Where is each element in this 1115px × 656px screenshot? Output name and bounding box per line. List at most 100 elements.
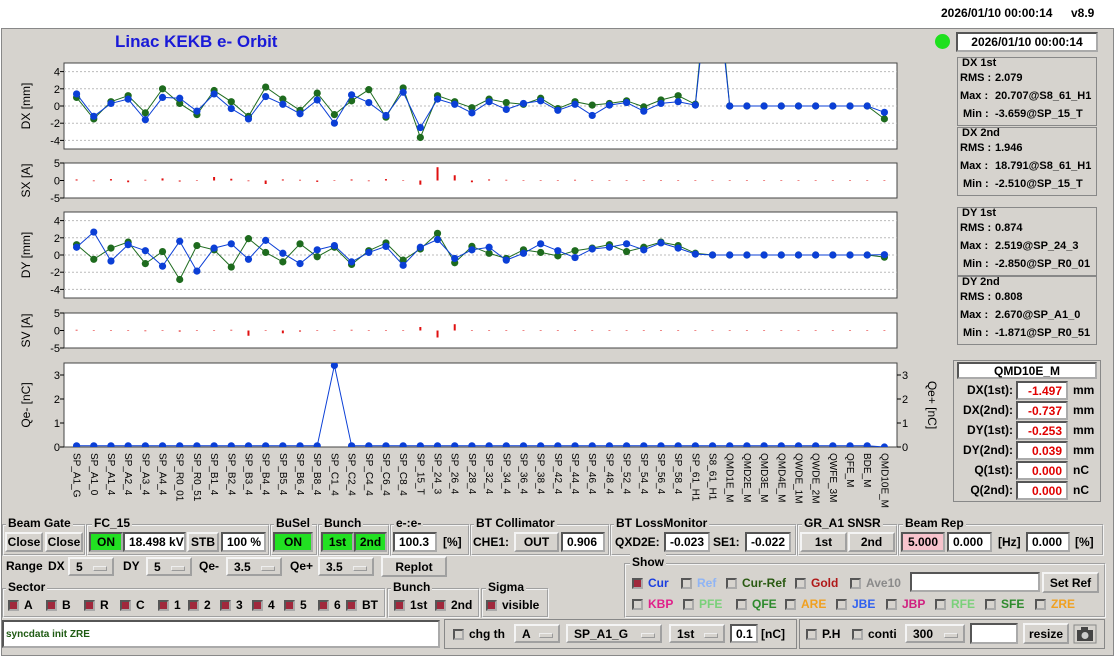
- marker: [657, 99, 665, 108]
- x-tick-label: SP_A2_4: [122, 453, 133, 496]
- marker: [519, 99, 528, 108]
- marker: [502, 256, 510, 264]
- checkbox[interactable]: [188, 600, 199, 611]
- field[interactable]: 100.3: [393, 532, 437, 552]
- field[interactable]: 0.1: [730, 624, 758, 643]
- button[interactable]: resize: [1023, 623, 1069, 644]
- toggle[interactable]: 1st: [321, 532, 354, 552]
- checkbox[interactable]: [985, 599, 996, 610]
- checkbox[interactable]: [84, 600, 95, 611]
- button[interactable]: Set Ref: [1042, 572, 1099, 593]
- group-frame: [387, 588, 480, 618]
- y-tick-label: 0: [54, 176, 60, 188]
- checkbox[interactable]: [681, 578, 692, 589]
- status-time: 2026/01/10 00:00:14: [956, 32, 1098, 52]
- marker: [158, 93, 167, 101]
- button[interactable]: STB: [187, 532, 219, 552]
- marker: [347, 442, 356, 447]
- checkbox[interactable]: [46, 600, 57, 611]
- checkbox[interactable]: [252, 600, 263, 611]
- toggle[interactable]: ON: [273, 532, 313, 552]
- checkbox[interactable]: [435, 600, 446, 611]
- field[interactable]: 5.000: [901, 532, 945, 552]
- checkbox[interactable]: [453, 629, 464, 640]
- dropdown[interactable]: 300: [905, 624, 965, 643]
- field[interactable]: 0.000: [1026, 532, 1070, 552]
- checkbox[interactable]: [795, 578, 806, 589]
- marker: [485, 98, 493, 106]
- checkbox[interactable]: [785, 599, 796, 610]
- marker: [72, 243, 81, 251]
- checkbox[interactable]: [806, 629, 817, 640]
- marker: [674, 244, 682, 252]
- dropdown[interactable]: 5: [68, 557, 114, 576]
- field[interactable]: -0.022: [745, 532, 791, 552]
- field[interactable]: 18.498 kV: [123, 532, 186, 552]
- marker: [107, 442, 115, 447]
- bar: [470, 330, 473, 331]
- status-message: syncdata init ZRE: [6, 628, 90, 640]
- button[interactable]: Close: [45, 532, 83, 552]
- stat-value: 0.874: [995, 222, 1023, 234]
- button[interactable]: OUT: [514, 532, 559, 552]
- marker: [141, 116, 149, 124]
- dropdown[interactable]: SP_A1_G: [566, 624, 662, 643]
- button[interactable]: Close: [5, 532, 43, 552]
- field[interactable]: 0.000: [947, 532, 992, 552]
- checkbox[interactable]: [836, 599, 847, 610]
- button[interactable]: 1st: [800, 532, 847, 552]
- camera-icon[interactable]: [1073, 624, 1097, 644]
- bar: [350, 329, 353, 331]
- marker: [72, 90, 81, 98]
- checkbox[interactable]: [683, 599, 694, 610]
- marker: [176, 99, 184, 108]
- checkbox[interactable]: [8, 600, 19, 611]
- bar: [213, 330, 216, 331]
- toolbar-frame: [444, 619, 797, 649]
- marker: [330, 119, 339, 127]
- checkbox[interactable]: [346, 600, 357, 611]
- checkbox[interactable]: [935, 599, 946, 610]
- marker: [262, 248, 270, 257]
- marker: [777, 442, 785, 447]
- toggle[interactable]: ON: [89, 532, 123, 552]
- field[interactable]: 100 %: [221, 532, 266, 552]
- checkbox[interactable]: [158, 600, 169, 611]
- dropdown[interactable]: 5: [146, 557, 192, 576]
- marker: [468, 442, 476, 447]
- dropdown[interactable]: 1st: [669, 624, 725, 643]
- checkbox[interactable]: [736, 599, 747, 610]
- checkbox[interactable]: [120, 600, 131, 611]
- checkbox[interactable]: [886, 599, 897, 610]
- checkbox[interactable]: [284, 600, 295, 611]
- checkbox[interactable]: [486, 600, 497, 611]
- button[interactable]: Replot: [381, 556, 447, 577]
- marker: [502, 442, 510, 447]
- checkbox[interactable]: [220, 600, 231, 611]
- checkbox[interactable]: [318, 600, 329, 611]
- bar: [195, 330, 198, 331]
- field[interactable]: 0.906: [561, 532, 605, 552]
- stat-panel: [957, 276, 1097, 345]
- checkbox[interactable]: [852, 629, 863, 640]
- dropdown[interactable]: 3.5: [226, 557, 282, 576]
- dropdown[interactable]: 3.5: [318, 557, 374, 576]
- bar: [694, 180, 697, 181]
- toggle[interactable]: 2nd: [354, 532, 387, 552]
- checkbox[interactable]: [632, 599, 643, 610]
- checkbox[interactable]: [632, 578, 643, 589]
- checkbox[interactable]: [850, 578, 861, 589]
- monitor-label: Q(2nd):: [970, 483, 1013, 497]
- bar: [780, 330, 783, 331]
- marker: [296, 110, 304, 118]
- stat-label: Min :: [963, 327, 989, 339]
- text-input[interactable]: [970, 623, 1018, 644]
- bar: [591, 180, 594, 181]
- checkbox[interactable]: [726, 578, 737, 589]
- field[interactable]: -0.023: [664, 532, 710, 552]
- button[interactable]: 2nd: [848, 532, 895, 552]
- checkbox[interactable]: [1035, 599, 1046, 610]
- dropdown[interactable]: A: [514, 624, 560, 643]
- checkbox[interactable]: [394, 600, 405, 611]
- text-input[interactable]: [910, 572, 1040, 592]
